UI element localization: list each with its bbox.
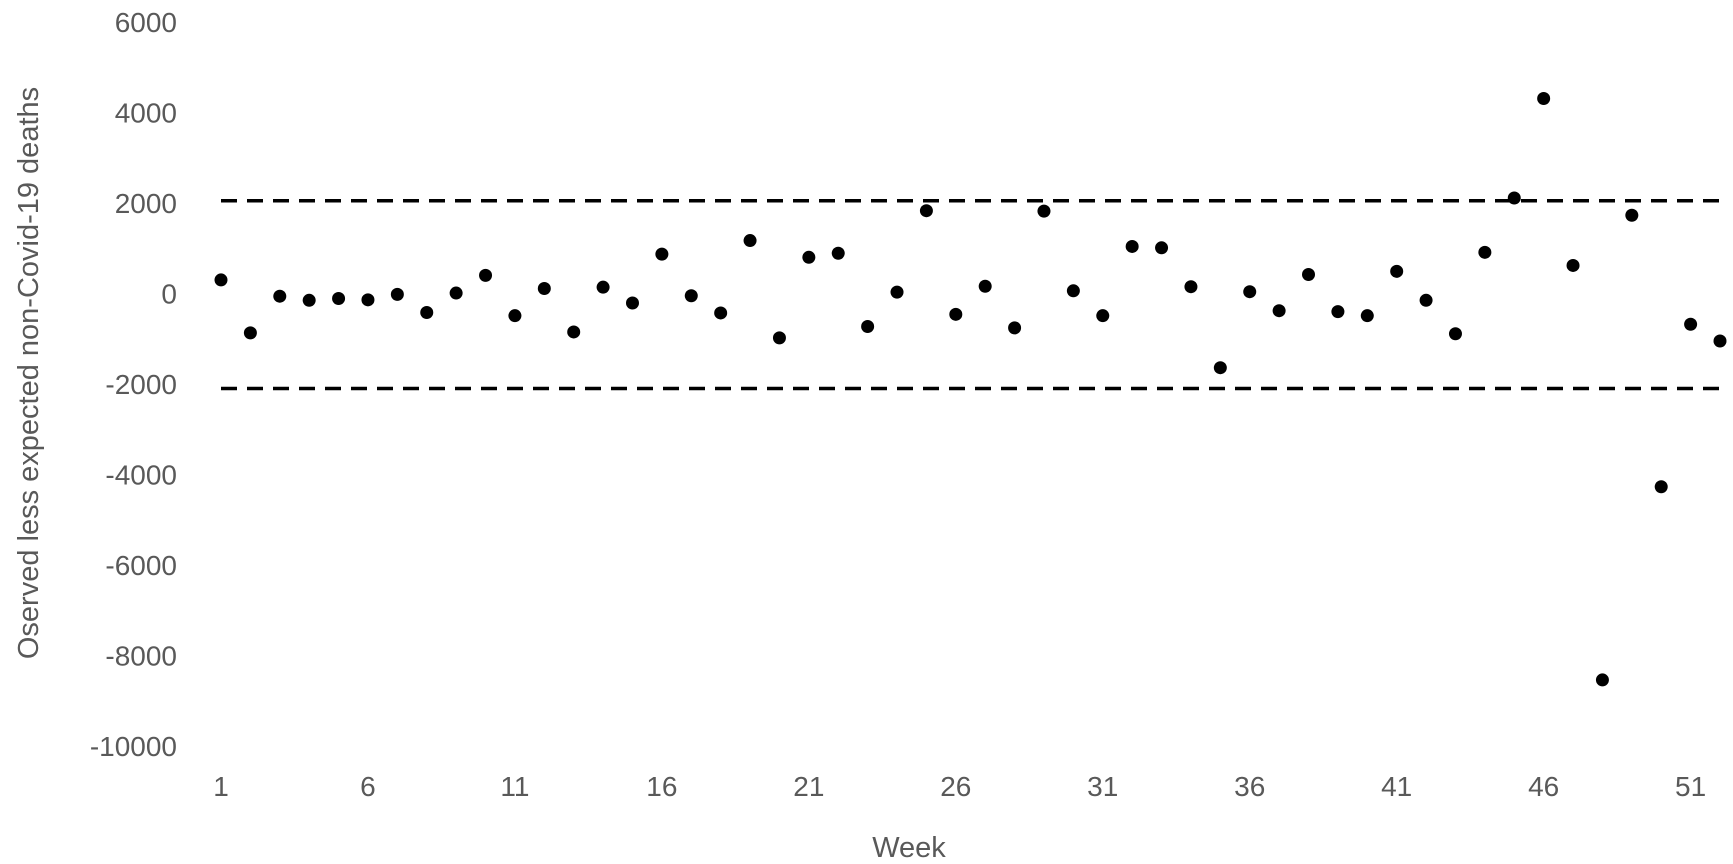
- data-point: [1390, 264, 1404, 278]
- y-tick-label: -10000: [90, 731, 177, 762]
- data-point: [214, 273, 228, 287]
- data-point: [243, 326, 257, 340]
- y-tick-label: -2000: [105, 369, 177, 400]
- y-tick-label: 6000: [115, 7, 177, 38]
- data-point: [420, 306, 434, 320]
- data-point: [537, 282, 551, 296]
- data-point: [861, 320, 875, 334]
- x-tick-label: 36: [1234, 771, 1265, 802]
- data-point: [1537, 91, 1551, 105]
- x-tick-label: 1: [213, 771, 229, 802]
- data-point: [1302, 267, 1316, 281]
- data-point: [1331, 305, 1345, 319]
- data-point: [1213, 361, 1227, 375]
- data-point: [1654, 480, 1668, 494]
- data-point: [1595, 673, 1609, 687]
- x-tick-label: 26: [940, 771, 971, 802]
- data-point: [1360, 309, 1374, 323]
- data-point: [1478, 245, 1492, 259]
- data-points: [214, 91, 1727, 687]
- y-tick-label: 0: [161, 279, 177, 310]
- x-tick-label: 21: [793, 771, 824, 802]
- y-tick-label: -6000: [105, 550, 177, 581]
- x-tick-label: 11: [500, 771, 529, 802]
- x-tick-label: 6: [360, 771, 376, 802]
- x-axis-tick-labels: 1 6 11 16 21 26 31 36 41 46 51: [213, 771, 1706, 802]
- data-point: [978, 279, 992, 293]
- data-point: [508, 309, 522, 323]
- x-axis-title: Week: [872, 832, 946, 864]
- y-tick-label: 2000: [115, 188, 177, 219]
- data-point: [479, 268, 493, 282]
- data-point: [361, 293, 375, 307]
- y-axis-title: Oserved less expected non-Covid-19 death…: [13, 87, 45, 659]
- x-tick-label: 16: [646, 771, 677, 802]
- data-point: [655, 247, 669, 261]
- data-point: [332, 291, 346, 305]
- data-point: [567, 325, 581, 339]
- data-point: [625, 296, 639, 310]
- reference-lines: [221, 198, 1720, 391]
- data-point: [772, 331, 786, 345]
- data-point: [1272, 304, 1286, 318]
- data-point: [1566, 258, 1580, 272]
- data-point: [1155, 241, 1169, 255]
- data-point: [949, 307, 963, 321]
- data-point: [1037, 204, 1051, 218]
- y-axis-tick-labels: 6000 4000 2000 0 -2000 -4000 -6000 -8000 -10000: [90, 7, 177, 762]
- data-point: [1243, 285, 1257, 299]
- data-point: [1625, 208, 1639, 222]
- data-point: [919, 204, 933, 218]
- x-tick-label: 46: [1528, 771, 1559, 802]
- x-tick-label: 41: [1381, 771, 1412, 802]
- y-tick-label: 4000: [115, 98, 177, 129]
- data-point: [684, 289, 698, 303]
- data-point: [1713, 334, 1727, 348]
- data-point: [1507, 191, 1521, 205]
- data-point: [1096, 309, 1110, 323]
- data-point: [831, 246, 845, 260]
- x-tick-label: 51: [1675, 771, 1706, 802]
- x-tick-label: 31: [1087, 771, 1118, 802]
- data-point: [1066, 284, 1080, 298]
- data-point: [1419, 293, 1433, 307]
- data-point: [1684, 317, 1698, 331]
- data-point: [1448, 327, 1462, 341]
- data-point: [1125, 239, 1139, 253]
- y-tick-label: -4000: [105, 460, 177, 491]
- data-point: [802, 250, 816, 264]
- y-tick-label: -8000: [105, 641, 177, 672]
- data-point: [743, 234, 757, 248]
- data-point: [890, 285, 904, 299]
- data-point: [302, 293, 316, 307]
- data-point: [449, 286, 463, 300]
- data-point: [273, 289, 287, 303]
- data-point: [596, 280, 610, 294]
- data-point: [390, 287, 404, 301]
- data-point: [1008, 321, 1022, 335]
- data-point: [1184, 280, 1198, 294]
- data-point: [714, 306, 728, 320]
